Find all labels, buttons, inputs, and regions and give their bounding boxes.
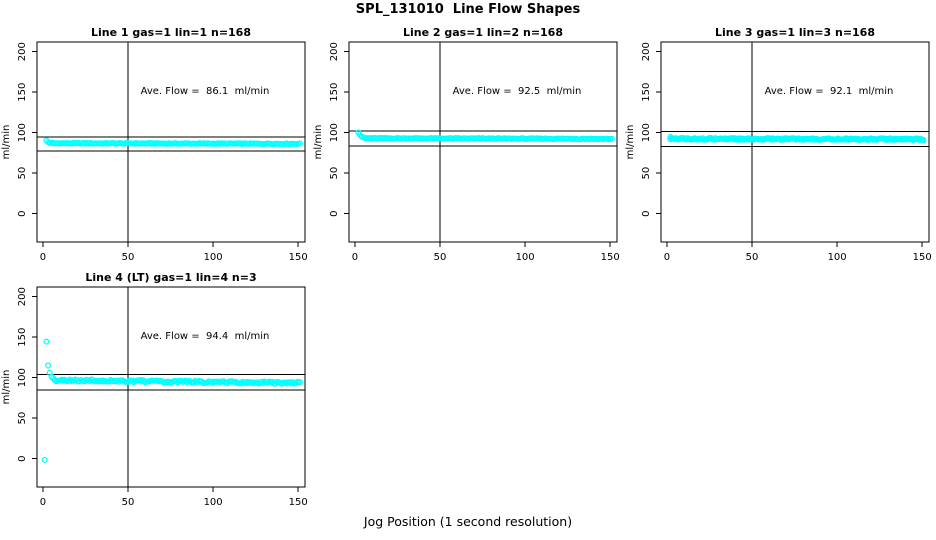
panel-title: Line 4 (LT) gas=1 lin=4 n=3 <box>85 271 257 284</box>
svg-text:50: 50 <box>17 412 28 425</box>
svg-text:ml/min: ml/min <box>313 125 324 160</box>
svg-text:50: 50 <box>641 167 652 180</box>
svg-text:150: 150 <box>17 328 28 347</box>
svg-text:50: 50 <box>122 497 135 508</box>
svg-text:100: 100 <box>641 123 652 142</box>
svg-text:150: 150 <box>17 83 28 102</box>
svg-text:50: 50 <box>746 252 759 263</box>
svg-text:100: 100 <box>17 123 28 142</box>
svg-text:100: 100 <box>204 252 223 263</box>
x-axis-title: Jog Position (1 second resolution) <box>363 514 573 529</box>
svg-text:0: 0 <box>352 252 358 263</box>
svg-text:150: 150 <box>601 252 620 263</box>
svg-text:ml/min: ml/min <box>1 125 12 160</box>
line2-scatter-plot: 0 50 100 150 0 50 100 150 200 ml/min <box>313 41 620 263</box>
svg-text:0: 0 <box>40 497 46 508</box>
svg-text:100: 100 <box>516 252 535 263</box>
svg-text:100: 100 <box>828 252 847 263</box>
svg-text:50: 50 <box>17 167 28 180</box>
svg-text:50: 50 <box>122 252 135 263</box>
svg-text:100: 100 <box>204 497 223 508</box>
panel-line-4-lt: Line 4 (LT) gas=1 lin=4 n=3 0 50 100 150 0 50… <box>0 267 312 512</box>
ave-flow-annotation: Ave. Flow = 86.1 ml/min <box>140 86 270 97</box>
svg-text:0: 0 <box>664 252 670 263</box>
svg-text:0: 0 <box>329 210 340 216</box>
svg-text:100: 100 <box>329 123 340 142</box>
line3-scatter-plot: 0 50 100 150 0 50 100 150 200 ml/min <box>625 41 932 263</box>
line4-scatter-plot: 0 50 100 150 0 50 100 150 200 ml/min <box>1 286 308 508</box>
ave-flow-annotation: Ave. Flow = 92.1 ml/min <box>764 86 894 97</box>
svg-text:ml/min: ml/min <box>625 125 636 160</box>
svg-text:0: 0 <box>17 455 28 461</box>
panel-title: Line 1 gas=1 lin=1 n=168 <box>90 26 251 39</box>
svg-text:200: 200 <box>329 42 340 61</box>
svg-text:0: 0 <box>641 210 652 216</box>
svg-text:150: 150 <box>329 83 340 102</box>
svg-text:200: 200 <box>641 42 652 61</box>
panel-line-2: Line 2 gas=1 lin=2 n=168 0 50 100 150 0 50 100… <box>312 22 624 267</box>
svg-text:150: 150 <box>289 252 308 263</box>
panel-line-1: Line 1 gas=1 lin=1 n=168 0 50 100 150 0 50 100… <box>0 22 312 267</box>
line1-scatter-plot: 0 50 100 150 0 50 100 150 200 ml/min <box>1 41 308 263</box>
panel-line-3: Line 3 gas=1 lin=3 n=168 0 50 100 150 0 50 100… <box>624 22 936 267</box>
svg-text:150: 150 <box>289 497 308 508</box>
chart-title: SPL_131010 Line Flow Shapes <box>355 2 581 17</box>
svg-text:ml/min: ml/min <box>1 370 12 405</box>
svg-text:150: 150 <box>641 83 652 102</box>
panel-title: Line 3 gas=1 lin=3 n=168 <box>714 26 875 39</box>
svg-text:100: 100 <box>17 368 28 387</box>
svg-text:150: 150 <box>913 252 932 263</box>
ave-flow-annotation: Ave. Flow = 92.5 ml/min <box>452 86 582 97</box>
ave-flow-annotation: Ave. Flow = 94.4 ml/min <box>140 331 270 342</box>
svg-text:0: 0 <box>17 210 28 216</box>
svg-text:50: 50 <box>434 252 447 263</box>
svg-text:200: 200 <box>17 287 28 306</box>
svg-text:200: 200 <box>17 42 28 61</box>
svg-text:0: 0 <box>40 252 46 263</box>
svg-text:50: 50 <box>329 167 340 180</box>
panel-title: Line 2 gas=1 lin=2 n=168 <box>402 26 563 39</box>
